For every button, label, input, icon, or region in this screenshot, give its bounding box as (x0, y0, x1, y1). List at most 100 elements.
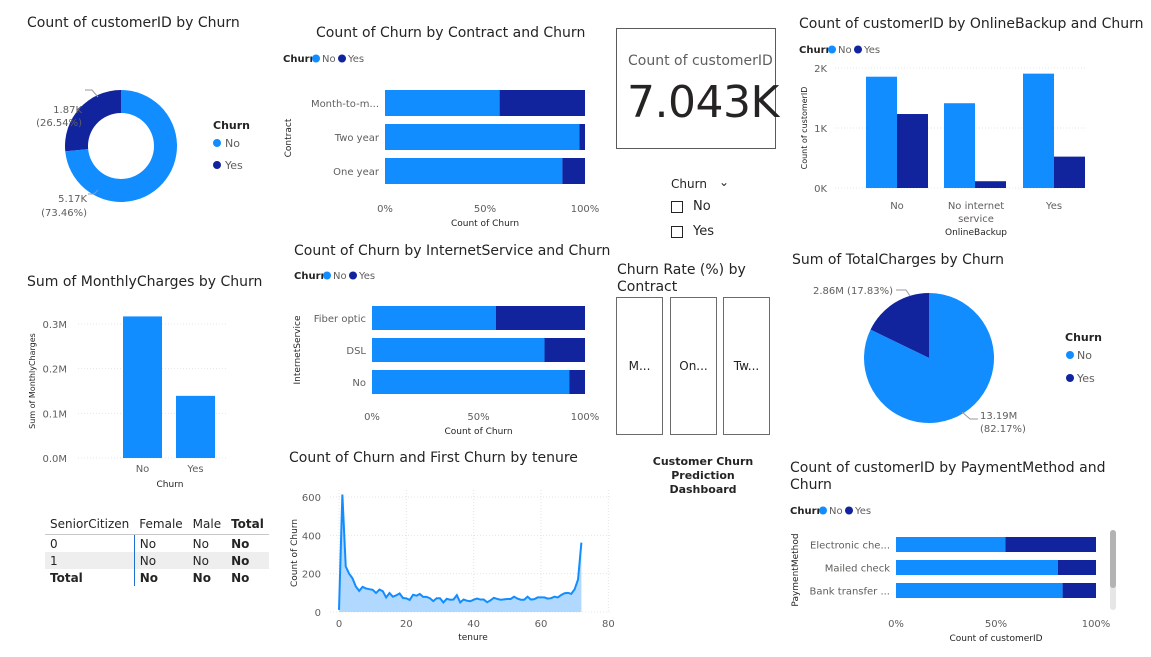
leader-line (961, 411, 978, 420)
y-axis-title: Contract (284, 118, 294, 157)
slicer-option-no[interactable]: No (671, 199, 711, 214)
bar-yes (499, 90, 585, 116)
scrollbar-thumb[interactable] (1110, 530, 1116, 588)
chevron-down-icon[interactable]: ⌄ (719, 175, 730, 189)
donut-slice-yes (65, 90, 121, 152)
matrix-row: 1 No No No (45, 552, 269, 569)
monthly-charges-title: Sum of MonthlyCharges by Churn (27, 274, 263, 290)
x-tick-label: 100% (571, 204, 600, 215)
churn-slicer-title: Churn (671, 177, 707, 191)
matrix-header: Female (139, 517, 183, 531)
kpi-value: 7.043K (627, 77, 779, 128)
senior-citizen-matrix: SeniorCitizen Female Male Total 0 No No … (45, 514, 269, 586)
kpi-label: Count of customerID (628, 53, 773, 69)
donut-label-yes-pct: (26.54%) (36, 118, 82, 129)
x-axis-title: tenure (458, 633, 488, 643)
bar-no (372, 338, 545, 362)
y-tick-label: 0.0M (42, 454, 67, 465)
legend-no-icon (828, 45, 836, 54)
payment-chart-title: Count of customerID by PaymentMethod and… (790, 460, 1106, 493)
leader-line (896, 289, 911, 297)
category-label: No (890, 201, 904, 212)
bar-no (372, 370, 570, 394)
y-tick-label: 400 (302, 531, 321, 542)
y-tick-label: 2K (814, 64, 827, 75)
legend-no-icon (312, 54, 320, 63)
kpi-card[interactable]: Count of customerID 7.043K (616, 28, 779, 149)
x-axis-title: Count of Churn (451, 219, 519, 229)
matrix-row: 0 No No No (45, 534, 269, 552)
legend-no-label: No (838, 45, 852, 56)
x-tick-label: 0% (364, 412, 380, 423)
legend-title: Churn (799, 45, 833, 56)
y-tick-label: 600 (302, 493, 321, 504)
matrix-header: SeniorCitizen (50, 517, 130, 531)
payment-scrollbar[interactable] (1110, 530, 1116, 610)
y-axis-title: Count of customerID (800, 87, 809, 170)
legend-title: Churn (294, 271, 328, 282)
donut-label-no-pct: (73.46%) (41, 208, 87, 219)
legend-yes-icon (338, 54, 346, 63)
bar-yes (897, 114, 928, 188)
leader-line (88, 189, 99, 195)
checkbox-icon[interactable] (671, 225, 683, 238)
leader-line (85, 89, 99, 98)
pie-label-yes: 2.86M (17.83%) (813, 286, 893, 297)
category-label: Electronic che... (810, 541, 890, 552)
churn-rate-card-two-year[interactable]: Tw... (723, 297, 770, 435)
donut-legend-title: Churn (213, 119, 250, 132)
bar-yes (975, 181, 1006, 188)
donut-title: Count of customerID by Churn (27, 15, 240, 31)
legend-no-label: No (322, 54, 336, 65)
y-tick-label: 0.1M (42, 409, 67, 420)
legend-title: Churn (283, 54, 317, 65)
bar-no (385, 158, 563, 184)
series-line (338, 494, 583, 610)
slicer-option-yes[interactable]: Yes (671, 224, 714, 239)
bar-no (385, 124, 580, 150)
y-tick-label: 0.2M (42, 365, 67, 376)
legend-yes-label: Yes (347, 54, 364, 65)
bar-no (944, 103, 975, 188)
x-axis-title: Churn (157, 480, 184, 490)
tenure-chart-title: Count of Churn and First Churn by tenure (289, 450, 578, 466)
x-axis-title: Count of customerID (949, 634, 1042, 644)
donut-label-yes-value: 1.87K (53, 105, 82, 116)
legend-no-icon (1066, 351, 1074, 359)
legend-yes-label: Yes (358, 271, 375, 282)
matrix-header: Total (231, 517, 264, 531)
bar-no (896, 537, 1006, 552)
bar-no (866, 76, 897, 188)
bar-yes (1057, 560, 1096, 575)
legend-yes-label: Yes (854, 506, 871, 517)
bar-no (385, 90, 500, 116)
y-tick-label: 0.3M (42, 320, 67, 331)
y-tick-label: 0 (315, 608, 321, 619)
x-tick-label: 80 (602, 619, 615, 630)
legend-no-label: No (829, 506, 843, 517)
y-tick-label: 0K (814, 184, 827, 195)
bar-yes (176, 395, 215, 458)
pie-slice-yes (870, 293, 929, 358)
checkbox-icon[interactable] (671, 200, 683, 213)
churn-rate-card-month[interactable]: M... (616, 297, 663, 435)
pie-label-no-value: 13.19M (980, 411, 1017, 422)
pie-legend-title: Churn (1065, 331, 1102, 344)
bar-yes (544, 338, 585, 362)
churn-rate-card-one-year[interactable]: On... (670, 297, 717, 435)
x-axis-title: OnlineBackup (945, 228, 1007, 238)
y-axis-title: PaymentMethod (791, 533, 801, 606)
x-tick-label: 0% (888, 619, 904, 630)
total-charges-title: Sum of TotalCharges by Churn (792, 252, 1004, 268)
legend-yes-icon (213, 161, 221, 169)
x-tick-label: 100% (1082, 619, 1111, 630)
category-label: service (958, 214, 994, 225)
category-label: Month-to-m... (311, 99, 379, 110)
legend-yes-label: Yes (1076, 372, 1095, 385)
bar-yes (1054, 156, 1085, 188)
y-tick-label: 1K (814, 124, 827, 135)
x-tick-label: 50% (985, 619, 1007, 630)
y-axis-title: InternetService (293, 315, 303, 384)
y-axis-title: Sum of MonthlyCharges (28, 333, 37, 429)
